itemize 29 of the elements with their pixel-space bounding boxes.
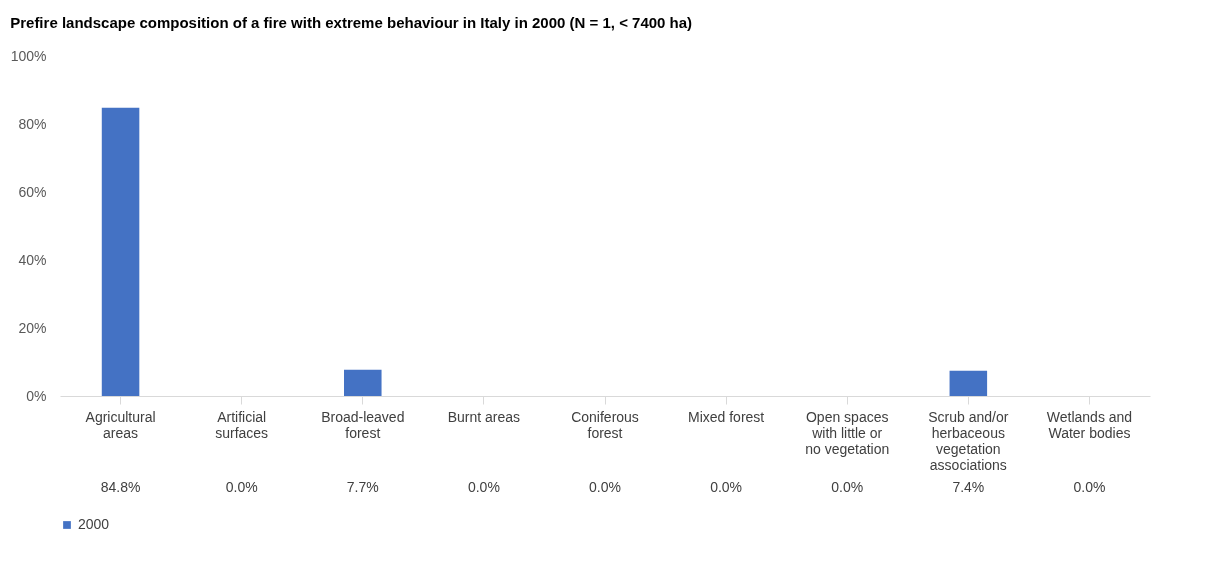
y-tick-label: 60%: [18, 183, 47, 200]
data-label: 0.0%: [831, 479, 864, 495]
bar: [101, 107, 140, 396]
x-tick-label: Coniferous forest: [571, 408, 639, 441]
x-tick-label: Artificial surfaces: [215, 408, 269, 441]
x-tick-label: Broad-leaved forest: [321, 408, 405, 441]
bar: [344, 369, 382, 396]
data-label: 7.4%: [952, 479, 985, 495]
y-tick-label: 40%: [18, 251, 47, 268]
data-label: 0.0%: [589, 479, 621, 495]
y-tick-label: 20%: [18, 319, 47, 336]
x-tick-label: Burnt areas: [447, 408, 521, 425]
data-label: 0.0%: [225, 479, 258, 495]
chart-title: Prefire landscape composition of a fire with extreme behaviour in Italy in 2000 (N = 1, < 7400 ha): [10, 14, 693, 31]
data-label: 84.8%: [100, 479, 141, 495]
legend-label: 2000: [78, 516, 110, 532]
x-tick-label: Agricultural areas: [85, 408, 156, 441]
y-tick-label: 0%: [26, 387, 47, 404]
data-label: 0.0%: [467, 479, 500, 495]
y-tick-label: 80%: [18, 115, 47, 132]
x-tick-label: Mixed forest: [687, 408, 765, 425]
bar: [949, 370, 988, 396]
data-label: 0.0%: [710, 479, 743, 495]
y-tick-label: 100%: [10, 47, 47, 64]
x-tick-label: Scrub and/or herbaceous vegetation associations: [928, 408, 1009, 473]
x-tick-label: Open spaces with little or no vegetation: [805, 408, 890, 457]
data-label: 7.7%: [346, 479, 379, 495]
data-label: 0.0%: [1073, 479, 1106, 495]
x-tick-label: Wetlands and Water bodies: [1046, 408, 1133, 441]
